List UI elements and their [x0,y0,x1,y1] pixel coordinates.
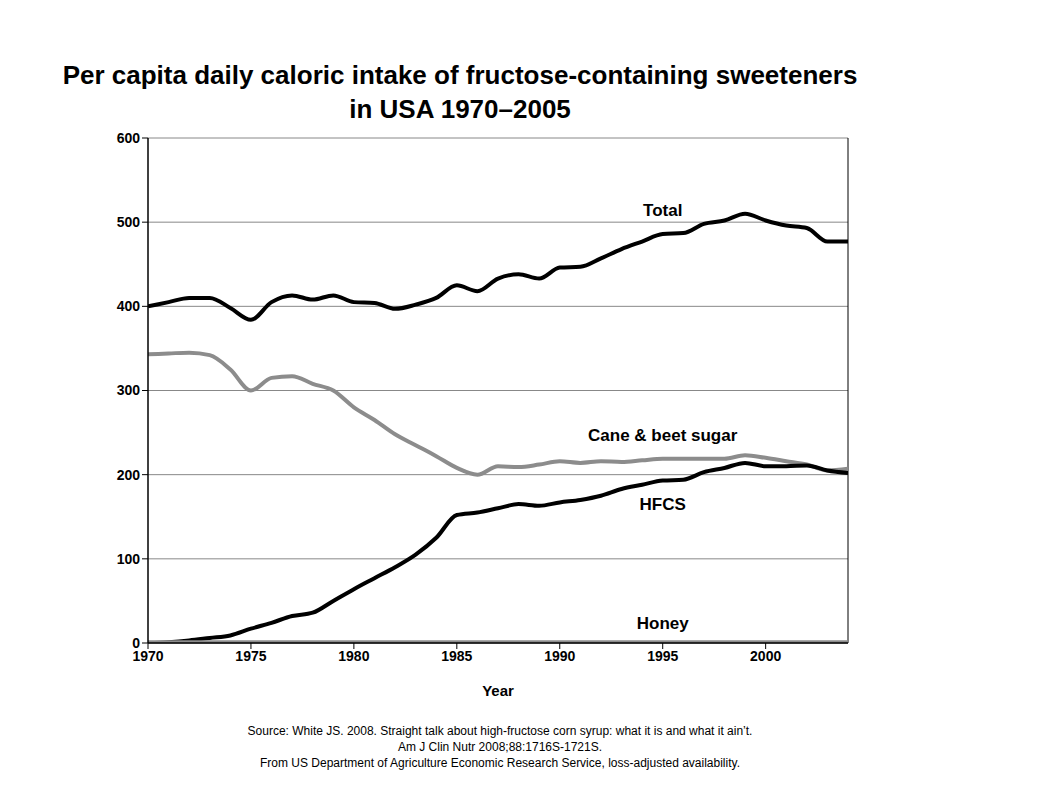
svg-text:600: 600 [117,130,141,146]
svg-text:Cane & beet sugar: Cane & beet sugar [588,426,738,445]
svg-text:0: 0 [132,635,140,651]
svg-text:1995: 1995 [647,648,678,664]
svg-text:1990: 1990 [544,648,575,664]
html-text:Per capita daily caloric intak: Per capita daily caloric intake of fruct… [62,60,858,124]
svg-text:400: 400 [117,298,141,314]
svg-text:2000: 2000 [750,648,781,664]
html-text:Source: White JS. 2008. Straig: Source: White JS. 2008. Straight talk ab… [247,724,753,738]
svg-text:Total: Total [643,201,682,220]
svg-text:1980: 1980 [338,648,369,664]
svg-text:Year: Year [482,682,514,699]
svg-text:200: 200 [117,467,141,483]
svg-text:100: 100 [117,551,141,567]
svg-text:HFCS: HFCS [640,495,686,514]
svg-text:1975: 1975 [235,648,266,664]
html-text:From US Department of Agricult: From US Department of Agriculture Econom… [260,756,740,770]
svg-text:Honey: Honey [637,614,690,633]
html-text:Am J Clin Nutr 2008;88:1716S-1: Am J Clin Nutr 2008;88:1716S-1721S. [397,740,603,754]
svg-text:1970: 1970 [132,647,164,664]
svg-text:500: 500 [117,214,141,230]
svg-text:1985: 1985 [441,648,472,664]
svg-text:300: 300 [117,382,141,398]
